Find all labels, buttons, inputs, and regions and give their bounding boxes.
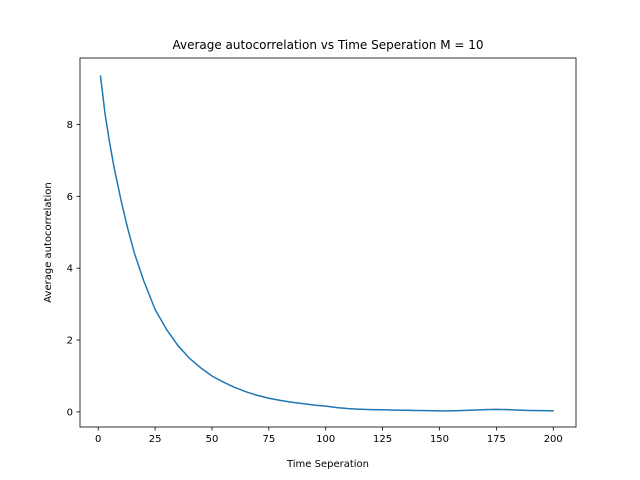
x-axis-label: Time Seperation	[286, 459, 369, 470]
y-tick-label-4: 4	[67, 264, 73, 275]
plot-frame	[79, 57, 577, 428]
y-axis-label: Average autocorrelation	[43, 182, 54, 302]
x-tick-label-75: 75	[262, 434, 275, 445]
x-tick-label-0: 0	[95, 434, 101, 445]
chart-title: Average autocorrelation vs Time Seperati…	[172, 38, 483, 52]
y-tick-label-2: 2	[67, 336, 73, 347]
series-line-0	[99, 75, 554, 412]
y-tick-label-6: 6	[67, 192, 73, 203]
x-tick-label-50: 50	[206, 434, 219, 445]
x-tick-label-175: 175	[487, 434, 506, 445]
y-tick-label-0: 0	[67, 407, 73, 418]
axis-ticks: 0 25 50 75 100 125 150 175 200 0 2 4 6 8	[67, 120, 563, 445]
x-tick-label-25: 25	[149, 434, 162, 445]
x-tick-label-125: 125	[373, 434, 392, 445]
y-tick-label-8: 8	[67, 120, 73, 131]
x-tick-label-150: 150	[430, 434, 449, 445]
x-tick-label-100: 100	[316, 434, 335, 445]
x-tick-label-200: 200	[544, 434, 563, 445]
plot-area	[99, 75, 554, 412]
